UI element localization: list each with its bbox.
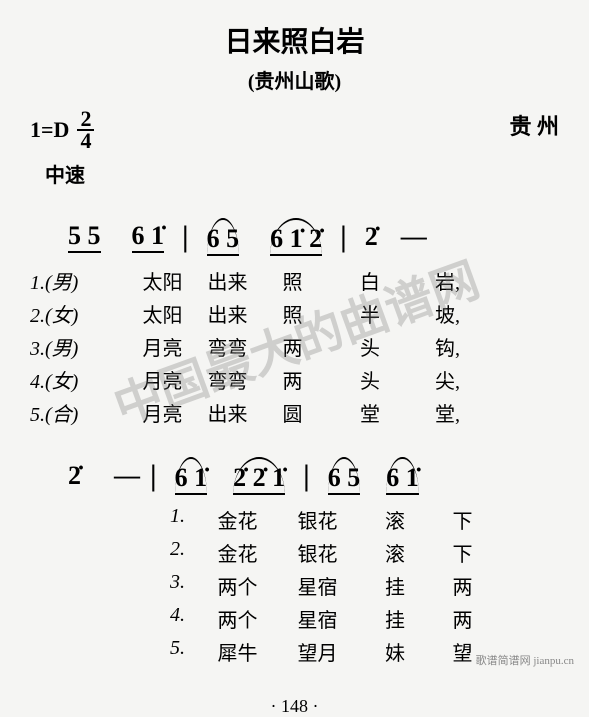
lyric-syllable: 岩,	[415, 266, 480, 295]
lyric-syllable: 堂,	[415, 398, 480, 427]
lyric-row: 2. 金花 银花 滚 下	[30, 538, 559, 567]
lyric-syllable: 两	[430, 604, 495, 633]
lyric-syllable: 挂	[360, 571, 430, 600]
lyric-label: 3.	[30, 571, 200, 600]
dash: —	[114, 461, 140, 491]
lyric-row: 5.(合) 月亮 出来 圆 堂 堂,	[30, 398, 559, 427]
lyric-syllable: 太阳	[130, 299, 195, 328]
lyric-syllable: 两	[260, 365, 325, 394]
key-row: 1=D 2 4 贵 州	[30, 109, 559, 151]
region-label: 贵 州	[509, 109, 559, 151]
lyric-syllable: 钩,	[415, 332, 480, 361]
lyric-label: 3.(男)	[30, 332, 130, 361]
time-signature: 2 4	[77, 109, 94, 151]
lyric-row: 1. 金花 银花 滚 下	[30, 505, 559, 534]
lyric-syllable: 出来	[195, 299, 260, 328]
lyric-syllable: 尖,	[415, 365, 480, 394]
time-bot: 4	[77, 131, 94, 151]
lyric-syllable: 金花	[200, 538, 275, 567]
dash: —	[401, 222, 427, 252]
notation-line-1: 5 5 6 1̇ | 6 5 6 1̇ 2̇ | 2̇ —	[60, 218, 559, 256]
key-label: 1=D	[30, 117, 69, 143]
lyric-syllable: 堂	[325, 398, 415, 427]
lyric-syllable: 星宿	[275, 571, 360, 600]
lyric-syllable: 下	[430, 538, 495, 567]
lyric-syllable: 出来	[195, 266, 260, 295]
lyric-row: 2.(女) 太阳 出来 照 半 坡,	[30, 299, 559, 328]
site-mark: 歌谱简谱网 jianpu.cn	[476, 652, 574, 668]
lyric-label: 5.(合)	[30, 398, 130, 427]
lyric-syllable: 照	[260, 299, 325, 328]
lyric-row: 4. 两个 星宿 挂 两	[30, 604, 559, 633]
song-title: 日来照白岩	[30, 20, 559, 60]
barline: |	[340, 220, 347, 254]
note-group: 6 1̇	[132, 221, 165, 253]
lyric-syllable: 月亮	[130, 332, 195, 361]
lyric-syllable: 弯弯	[195, 365, 260, 394]
lyric-syllable: 两个	[200, 571, 275, 600]
lyric-syllable: 两	[260, 332, 325, 361]
lyric-syllable: 月亮	[130, 398, 195, 427]
notation-section-2: 2̇ — | 6 1̇ 2̇ 2̇ 1̇ | 6 5 6 1̇	[30, 457, 559, 495]
lyric-label: 5.	[30, 637, 200, 666]
lyric-label: 2.	[30, 538, 200, 567]
lyric-syllable: 两	[430, 571, 495, 600]
lyric-syllable: 银花	[275, 505, 360, 534]
lyric-syllable: 挂	[360, 604, 430, 633]
lyric-syllable: 滚	[360, 505, 430, 534]
note-group: 6 1̇	[386, 457, 419, 495]
lyric-syllable: 头	[325, 365, 415, 394]
note-group: 5 5	[68, 221, 101, 253]
lyric-row: 4.(女) 月亮 弯弯 两 头 尖,	[30, 365, 559, 394]
lyric-syllable: 头	[325, 332, 415, 361]
key-signature: 1=D 2 4	[30, 109, 94, 151]
note-group: 2̇	[365, 222, 378, 252]
lyric-syllable: 坡,	[415, 299, 480, 328]
lyric-syllable: 太阳	[130, 266, 195, 295]
note-group: 2̇	[68, 461, 81, 491]
tempo-marking: 中速	[45, 159, 559, 188]
lyric-syllable: 两个	[200, 604, 275, 633]
lyric-syllable: 犀牛	[200, 637, 275, 666]
lyric-syllable: 弯弯	[195, 332, 260, 361]
lyric-syllable: 妹	[360, 637, 430, 666]
lyric-syllable: 滚	[360, 538, 430, 567]
note-group: 6 1̇ 2̇	[270, 218, 322, 256]
lyrics-block-2: 1. 金花 银花 滚 下 2. 金花 银花 滚 下 3. 两个 星宿 挂 两 4…	[30, 505, 559, 666]
barline: |	[150, 459, 157, 493]
lyric-label: 1.	[30, 505, 200, 534]
lyric-syllable: 出来	[195, 398, 260, 427]
note-group: 6 5	[207, 218, 240, 256]
note-group: 6 1̇	[175, 457, 208, 495]
lyric-syllable: 星宿	[275, 604, 360, 633]
lyric-syllable: 金花	[200, 505, 275, 534]
lyric-row: 1.(男) 太阳 出来 照 白 岩,	[30, 266, 559, 295]
lyric-label: 1.(男)	[30, 266, 130, 295]
lyric-syllable: 半	[325, 299, 415, 328]
lyric-syllable: 银花	[275, 538, 360, 567]
lyric-label: 4.(女)	[30, 365, 130, 394]
notation-section-1: 5 5 6 1̇ | 6 5 6 1̇ 2̇ | 2̇ —	[30, 218, 559, 256]
lyrics-block-1: 1.(男) 太阳 出来 照 白 岩, 2.(女) 太阳 出来 照 半 坡, 3.…	[30, 266, 559, 427]
lyric-syllable: 白	[325, 266, 415, 295]
lyric-syllable: 圆	[260, 398, 325, 427]
lyric-label: 2.(女)	[30, 299, 130, 328]
lyric-syllable: 照	[260, 266, 325, 295]
lyric-syllable: 月亮	[130, 365, 195, 394]
lyric-row: 3.(男) 月亮 弯弯 两 头 钩,	[30, 332, 559, 361]
lyric-row: 3. 两个 星宿 挂 两	[30, 571, 559, 600]
note-group: 6 5	[328, 457, 361, 495]
lyric-label: 4.	[30, 604, 200, 633]
lyric-syllable: 下	[430, 505, 495, 534]
song-subtitle: (贵州山歌)	[30, 65, 559, 94]
note-group: 2̇ 2̇ 1̇	[233, 457, 285, 495]
page-number: · 148 ·	[30, 696, 559, 717]
lyric-syllable: 望月	[275, 637, 360, 666]
notation-line-2: 2̇ — | 6 1̇ 2̇ 2̇ 1̇ | 6 5 6 1̇	[60, 457, 559, 495]
barline: |	[303, 459, 310, 493]
barline: |	[182, 220, 189, 254]
